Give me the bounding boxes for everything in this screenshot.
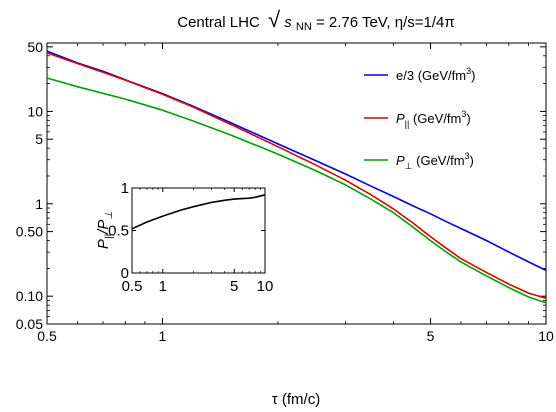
inset-x-tick-label: 10	[257, 278, 274, 295]
inset-x-tick-label: 0.5	[122, 278, 143, 295]
x-tick-label: 0.5	[37, 328, 57, 344]
plot-frame	[46, 42, 547, 325]
legend-label-ppar: P|| (GeV/fm3)	[396, 109, 471, 129]
series-line-ppar	[46, 52, 547, 299]
title-prefix: Central LHC	[177, 14, 260, 31]
title-sqrt-symbol: √	[268, 7, 281, 32]
y-tick-label: 5	[35, 131, 43, 147]
chart-title: Central LHC √ s NN = 2.76 TeV, η/s=1/4π	[177, 7, 454, 34]
inset-ylabel: P||/P⊥	[95, 211, 115, 249]
inset-frame	[131, 187, 266, 274]
y-tick-label: 50	[27, 39, 43, 55]
legend: e/3 (GeV/fm3) P|| (GeV/fm3) P⊥ (GeV/fm3)	[364, 66, 475, 171]
x-tick-label: 10	[538, 328, 554, 344]
x-axis-label: τ (fm/c)	[272, 391, 320, 408]
y-tick-label: 0.10	[16, 288, 43, 304]
inset-y-tick-label: 0.5	[108, 223, 129, 240]
inset-y-tick-label: 0	[121, 265, 129, 282]
inset-ratio-line	[131, 194, 266, 230]
title-suffix: = 2.76 TeV, η/s=1/4π	[316, 14, 455, 31]
series-line-pperp	[46, 77, 547, 304]
inset-y-tick-label: 1	[121, 180, 129, 197]
y-tick-label: 0.05	[16, 316, 43, 332]
legend-label-pperp: P⊥ (GeV/fm3)	[396, 151, 474, 171]
y-tick-label: 10	[27, 103, 43, 119]
x-tick-label: 1	[159, 328, 167, 344]
y-tick-label: 0.50	[16, 224, 43, 240]
inset-x-tick-label: 1	[159, 278, 167, 295]
inset-x-tick-label: 5	[230, 278, 238, 295]
y-tick-label: 1	[35, 196, 43, 212]
legend-label-e3: e/3 (GeV/fm3)	[396, 66, 475, 83]
title-sqrt-sub: NN	[296, 21, 312, 33]
title-sqrt-var: s	[284, 14, 292, 31]
x-tick-label: 5	[427, 328, 435, 344]
